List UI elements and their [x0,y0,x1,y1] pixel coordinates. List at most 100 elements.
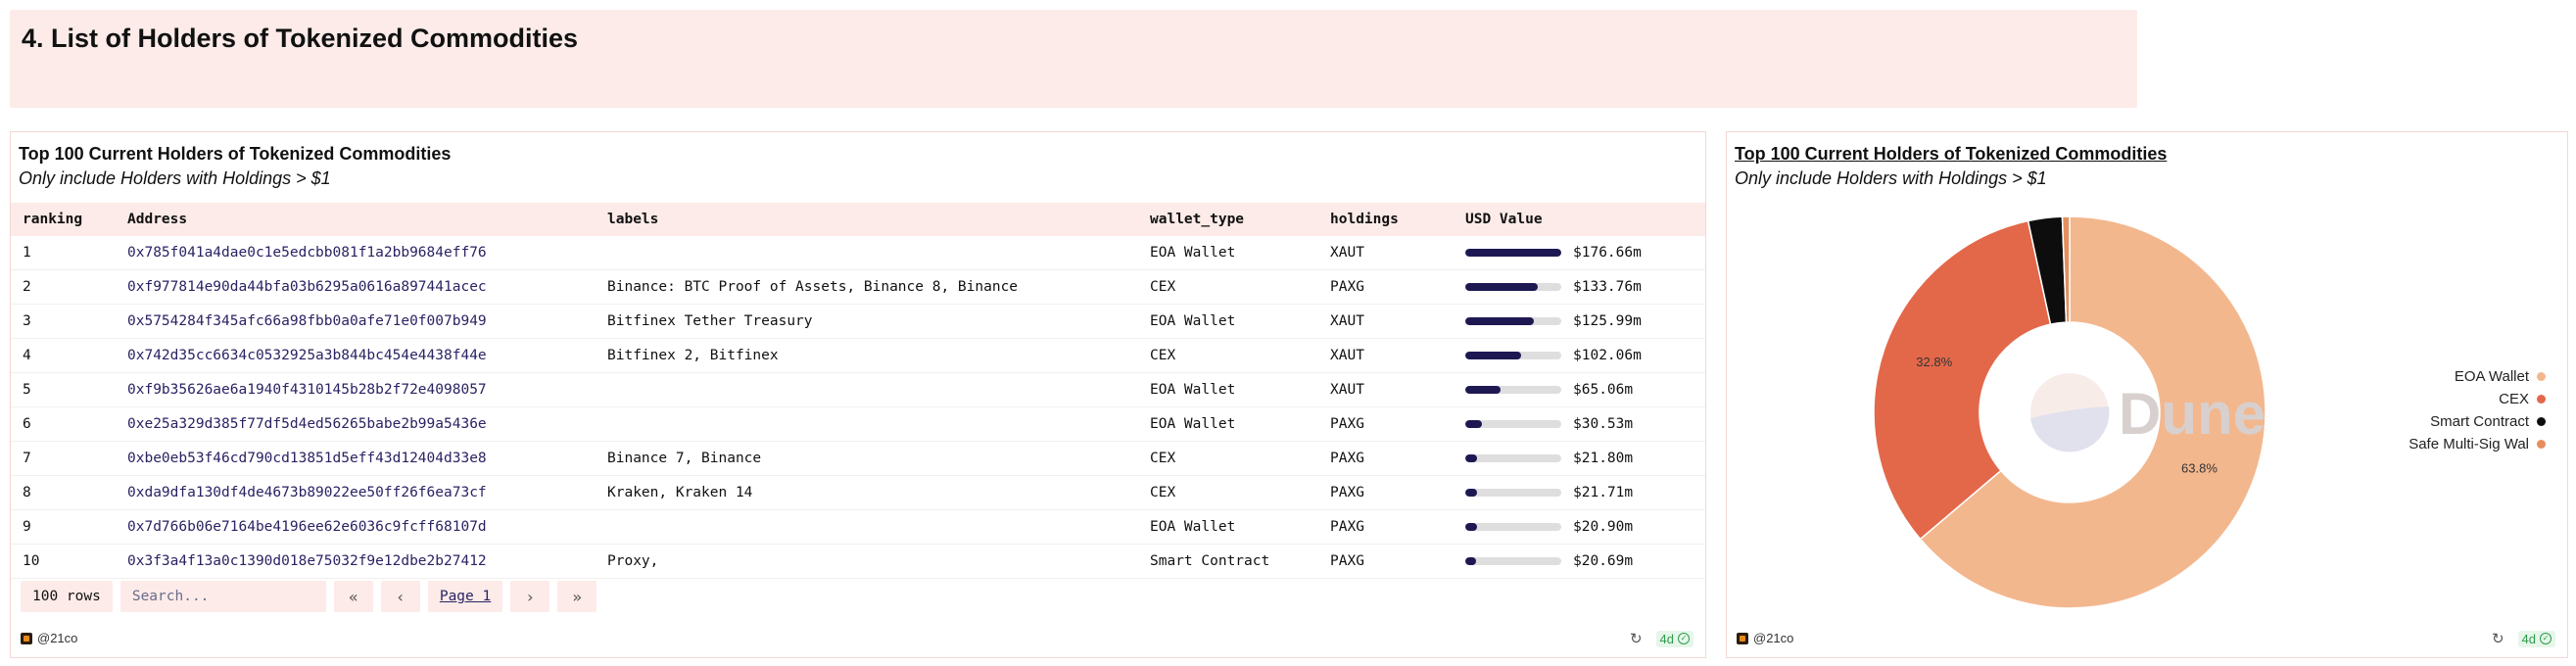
previous-page-button[interactable]: ‹ [380,581,420,612]
dune-watermark: Dune [2119,381,2266,447]
cell-address[interactable]: 0x785f041a4dae0c1e5edcbb081f1a2bb9684eff… [127,245,487,261]
usd-value-bar-fill [1465,249,1561,257]
table-search-input[interactable]: Search... [119,581,326,612]
table-row: 1 0x785f041a4dae0c1e5edcbb081f1a2bb9684ef… [11,236,1705,270]
column-header-address[interactable]: Address [127,212,188,227]
usd-value-bar [1465,352,1561,359]
legend-item[interactable]: Smart Contract [2409,410,2546,433]
pie-slice-safe-multi-sig-wal[interactable] [2061,215,2071,323]
cell-wallet-type: EOA Wallet [1150,416,1236,432]
cell-address[interactable]: 0xda9dfa130df4de4673b89022ee50ff26f6ea73… [127,485,487,500]
cell-labels: Bitfinex 2, Bitfinex [607,348,779,363]
usd-value-bar-fill [1465,420,1482,428]
pie-slice-label: 32.8% [1916,355,1952,369]
pie-slice-eoa-wallet[interactable] [1919,215,2266,609]
cell-labels: Kraken, Kraken 14 [607,485,753,500]
holders-chart-panel: Top 100 Current Holders of Tokenized Com… [1726,131,2568,658]
owner-avatar-icon [21,632,32,644]
cell-address[interactable]: 0xf9b35626ae6a1940f4310145b28b2f72e40980… [127,382,487,398]
cell-usd-value: $102.06m [1454,348,1698,363]
next-page-button[interactable]: › [510,581,550,612]
table-row: 8 0xda9dfa130df4de4673b89022ee50ff26f6ea7… [11,476,1705,510]
cell-address[interactable]: 0xe25a329d385f77df5d4ed56265babe2b99a543… [127,416,487,432]
usd-value-bar [1465,386,1561,394]
table-panel-title[interactable]: Top 100 Current Holders of Tokenized Com… [19,144,452,164]
usd-value-text: $20.90m [1573,519,1634,535]
first-page-button[interactable]: « [333,581,373,612]
cell-usd-value: $176.66m [1454,245,1698,261]
chevrons-left-icon: « [349,587,358,606]
freshness-badge[interactable]: 4d ✓ [1655,630,1693,647]
usd-value-text: $30.53m [1573,416,1634,432]
section-header: 4. List of Holders of Tokenized Commodit… [10,10,2137,108]
usd-value-bar-fill [1465,454,1478,462]
legend-item[interactable]: CEX [2409,388,2546,410]
chart-freshness-badge[interactable]: 4d ✓ [2517,630,2555,647]
legend-label: Safe Multi-Sig Wal [2409,436,2529,452]
table-body: 1 0x785f041a4dae0c1e5edcbb081f1a2bb9684ef… [11,236,1705,579]
cell-address[interactable]: 0xf977814e90da44bfa03b6295a0616a897441ac… [127,279,487,295]
usd-value-bar-fill [1465,523,1477,531]
column-header-usd-value[interactable]: USD Value [1465,212,1543,227]
holders-table-panel: Top 100 Current Holders of Tokenized Com… [10,131,1706,658]
usd-value-text: $102.06m [1573,348,1642,363]
cell-wallet-type: CEX [1150,485,1176,500]
dune-logo-icon [2030,373,2110,452]
usd-value-bar-fill [1465,283,1539,291]
current-page-link[interactable]: Page 1 [427,581,503,612]
cell-ranking: 9 [23,519,31,535]
last-page-button[interactable]: » [557,581,597,612]
legend-label: Smart Contract [2430,413,2529,430]
query-owner[interactable]: @21co [21,631,77,645]
cell-ranking: 3 [23,313,31,329]
cell-address[interactable]: 0x5754284f345afc66a98fbb0a0afe71e0f007b9… [127,313,487,329]
table-row: 7 0xbe0eb53f46cd790cd13851d5eff43d12404d3… [11,442,1705,476]
cell-holdings: PAXG [1330,416,1364,432]
cell-ranking: 6 [23,416,31,432]
usd-value-text: $65.06m [1573,382,1634,398]
chart-panel-subtitle: Only include Holders with Holdings > $1 [1735,168,2047,188]
refresh-icon[interactable]: ↻ [2491,631,2504,647]
cell-holdings: XAUT [1330,348,1364,363]
check-circle-icon: ✓ [1678,633,1690,644]
cell-labels: Bitfinex Tether Treasury [607,313,813,329]
usd-value-bar [1465,454,1561,462]
cell-wallet-type: EOA Wallet [1150,245,1236,261]
donut-chart: 63.8% 32.8% Dune [1873,215,2266,609]
column-header-labels[interactable]: labels [607,212,659,227]
chart-freshness-age: 4d [2521,631,2536,646]
cell-holdings: PAXG [1330,485,1364,500]
cell-address[interactable]: 0xbe0eb53f46cd790cd13851d5eff43d12404d33… [127,451,487,466]
cell-ranking: 10 [23,553,40,569]
rows-count-select[interactable]: 100 rows [21,581,113,612]
refresh-icon[interactable]: ↻ [1629,631,1643,647]
usd-value-bar [1465,420,1561,428]
column-header-wallet-type[interactable]: wallet_type [1150,212,1245,227]
column-header-holdings[interactable]: holdings [1330,212,1399,227]
cell-holdings: XAUT [1330,245,1364,261]
column-header-ranking[interactable]: ranking [23,212,83,227]
pie-slice-cex[interactable] [1873,219,2052,541]
cell-address[interactable]: 0x742d35cc6634c0532925a3b844bc454e4438f4… [127,348,487,363]
chevron-left-icon: ‹ [396,587,405,606]
table-row: 6 0xe25a329d385f77df5d4ed56265babe2b99a54… [11,407,1705,442]
chart-owner[interactable]: @21co [1737,631,1793,645]
table-row: 5 0xf9b35626ae6a1940f4310145b28b2f72e4098… [11,373,1705,407]
usd-value-bar [1465,557,1561,565]
table-pagination: 100 rows Search... « ‹ Page 1 › » [21,581,604,612]
usd-value-bar-fill [1465,352,1521,359]
cell-address[interactable]: 0x7d766b06e7164be4196ee62e6036c9fcff6810… [127,519,487,535]
cell-holdings: XAUT [1330,382,1364,398]
legend-item[interactable]: EOA Wallet [2409,365,2546,388]
legend-item[interactable]: Safe Multi-Sig Wal [2409,433,2546,455]
cell-ranking: 8 [23,485,31,500]
chart-owner-name: @21co [1753,631,1794,645]
holders-table: ranking Address labels wallet_type holdi… [11,203,1705,579]
cell-wallet-type: EOA Wallet [1150,519,1236,535]
legend-label: EOA Wallet [2454,368,2529,385]
table-row: 3 0x5754284f345afc66a98fbb0a0afe71e0f007b… [11,305,1705,339]
chart-panel-title[interactable]: Top 100 Current Holders of Tokenized Com… [1735,144,2168,164]
legend-swatch [2537,440,2546,449]
cell-address[interactable]: 0x3f3a4f13a0c1390d018e75032f9e12dbe2b274… [127,553,487,569]
usd-value-bar [1465,317,1561,325]
